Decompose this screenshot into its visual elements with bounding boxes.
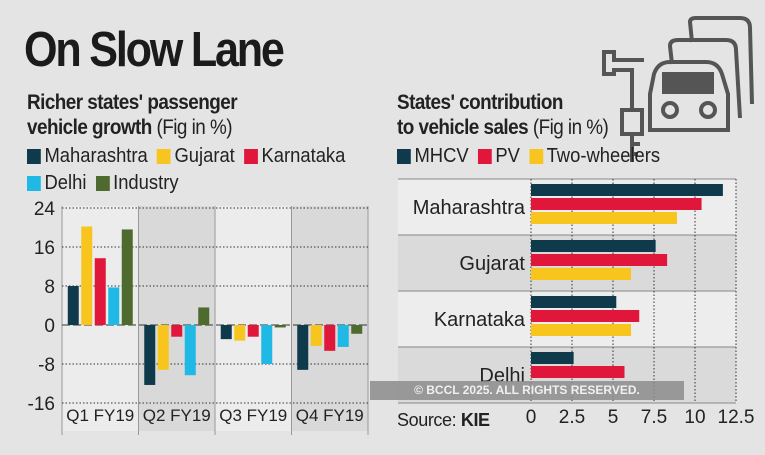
y-tick-label: 0 [44, 316, 55, 337]
legend-item: Karnataka [244, 145, 345, 168]
legend-label: Karnataka [261, 145, 346, 167]
category-band [215, 206, 292, 431]
bar-mhcv [531, 184, 723, 196]
bar-mhcv [531, 352, 574, 364]
legend-label: PV [495, 145, 520, 167]
bar-delhi [184, 325, 196, 376]
right-subtitle-unit: (Fig in %) [532, 116, 609, 139]
right-subtitle-line2: to vehicle sales [397, 116, 529, 139]
right-subtitle-line1: States' contribution [397, 91, 563, 114]
bar-pv [531, 366, 625, 378]
bar-karnataka [94, 258, 106, 325]
y-tick-label: Karnataka [434, 309, 526, 331]
bar-delhi [337, 325, 349, 347]
legend-label: Maharashtra [44, 145, 148, 167]
y-tick-label: Maharashtra [413, 197, 526, 219]
legend-swatch [156, 149, 171, 164]
bar-industry [198, 307, 210, 325]
right-chart-subtitle: States' contribution to vehicle sales (F… [397, 90, 609, 140]
legend-item: MHCV [397, 145, 469, 168]
bar-mhcv [531, 240, 656, 252]
legend-item: PV [477, 145, 520, 168]
y-tick-label: -16 [28, 394, 55, 415]
bar-karnataka [324, 325, 336, 351]
x-tick-label: 0 [526, 407, 537, 428]
left-chart-subtitle: Richer states' passenger vehicle growth … [27, 90, 238, 140]
bar-delhi [261, 325, 273, 364]
category-band [291, 206, 368, 431]
y-tick-label: Gujarat [459, 253, 525, 275]
left-subtitle-line1: Richer states' passenger [27, 91, 238, 114]
watermark: © BCCL 2025. ALL RIGHTS RESERVED. [370, 381, 684, 400]
bar-gujarat [310, 325, 322, 346]
bar-industry [121, 229, 133, 325]
x-tick-label: Q4 FY19 [296, 406, 364, 425]
bar-industry [351, 325, 363, 334]
left-legend: Maharashtra Gujarat Karnataka Delhi Industry [27, 145, 377, 195]
legend-swatch [477, 149, 492, 164]
source-note: Source: KIE [397, 410, 490, 431]
bar-gujarat [157, 325, 169, 370]
x-tick-label: 12.5 [718, 407, 755, 428]
bar-two-wheelers [531, 212, 677, 224]
legend-swatch [27, 149, 41, 164]
bar-delhi [108, 287, 120, 325]
legend-swatch [529, 149, 543, 164]
y-tick-label: 8 [44, 277, 55, 298]
x-tick-label: 10 [684, 407, 705, 428]
x-tick-label: Q2 FY19 [143, 406, 211, 425]
legend-label: Delhi [44, 172, 87, 194]
legend-item: Industry [95, 172, 179, 195]
growth-bar-chart: Q1 FY19 Q2 FY19 Q3 FY19 Q4 FY19 24 16 8 0 -8 -16 [28, 199, 369, 435]
bar-two-wheelers [531, 268, 632, 280]
x-tick-label: 2.5 [559, 407, 585, 428]
legend-item: Gujarat [156, 145, 235, 168]
bar-karnataka [171, 325, 183, 337]
x-tick-label: Q1 FY19 [66, 406, 134, 425]
x-tick-label: 7.5 [641, 407, 667, 428]
right-legend: MHCV PV Two-wheelers [397, 145, 737, 168]
car-key-icon [602, 16, 754, 162]
y-tick-label: 24 [34, 199, 56, 220]
source-label: Source: [397, 410, 457, 430]
bar-pv [531, 254, 668, 266]
bar-pv [531, 310, 640, 322]
legend-label: MHCV [414, 145, 469, 167]
legend-swatch [397, 149, 411, 164]
legend-item: Two-wheelers [529, 145, 660, 168]
bar-maharashtra [67, 286, 79, 325]
source-value: KIE [460, 410, 490, 430]
y-tick-label: 16 [34, 238, 55, 259]
bar-maharashtra [144, 325, 156, 385]
legend-label: Industry [113, 172, 179, 194]
bar-maharashtra [220, 325, 232, 340]
legend-label: Two-wheelers [546, 145, 661, 167]
x-tick-label: Q3 FY19 [219, 406, 287, 425]
x-tick-label: 5 [608, 407, 619, 428]
bar-industry [274, 325, 286, 328]
bar-karnataka [247, 325, 259, 337]
bar-two-wheelers [531, 324, 632, 336]
legend-item: Delhi [27, 172, 86, 195]
bar-gujarat [81, 226, 93, 325]
left-subtitle-unit: (Fig in %) [156, 116, 233, 139]
page-title: On Slow Lane [24, 23, 285, 77]
y-tick-label: -8 [38, 355, 55, 376]
legend-swatch [95, 176, 110, 191]
bar-mhcv [531, 296, 617, 308]
bar-gujarat [234, 325, 246, 341]
legend-swatch [244, 149, 258, 164]
legend-swatch [27, 176, 41, 191]
left-subtitle-line2: vehicle growth [27, 116, 152, 139]
legend-label: Gujarat [174, 145, 235, 167]
legend-item: Maharashtra [27, 145, 148, 168]
bar-maharashtra [297, 325, 309, 370]
bar-pv [531, 198, 702, 210]
